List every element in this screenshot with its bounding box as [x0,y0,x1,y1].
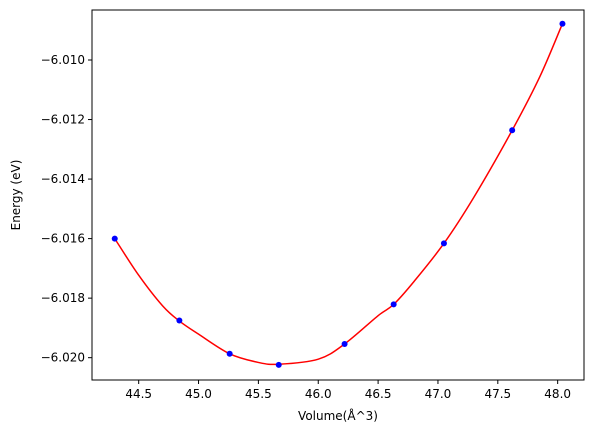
data-point [176,317,183,324]
y-axis-label: Energy (eV) [9,160,23,231]
x-tick-label: 46.5 [365,387,392,401]
y-tick-label: −6.012 [41,113,85,127]
x-tick-label: 46.0 [305,387,332,401]
x-tick-label: 45.5 [245,387,272,401]
data-point [390,301,397,308]
y-tick-label: −6.018 [41,291,85,305]
data-point [341,340,348,347]
data-point [275,361,282,368]
y-axis: −6.010 −6.012 −6.014 −6.016 −6.018 −6.020 [41,53,92,365]
y-tick-label: −6.020 [41,351,85,365]
y-tick-label: −6.016 [41,232,85,246]
data-point [440,240,447,247]
x-tick-label: 47.0 [425,387,452,401]
data-point [226,350,233,357]
data-point [111,235,118,242]
x-tick-label: 48.0 [544,387,571,401]
x-tick-label: 47.5 [484,387,511,401]
data-point [559,20,566,27]
x-axis-label: Volume(Å^3) [298,408,378,423]
y-tick-label: −6.014 [41,172,85,186]
x-tick-label: 45.0 [185,387,212,401]
axes-frame [91,9,585,381]
plot-area [111,20,566,368]
x-tick-label: 44.5 [125,387,152,401]
fit-curve [114,23,564,366]
data-point [509,127,516,134]
y-tick-label: −6.010 [41,53,85,67]
x-axis: 44.5 45.0 45.5 46.0 46.5 47.0 47.5 48.0 [125,380,571,401]
